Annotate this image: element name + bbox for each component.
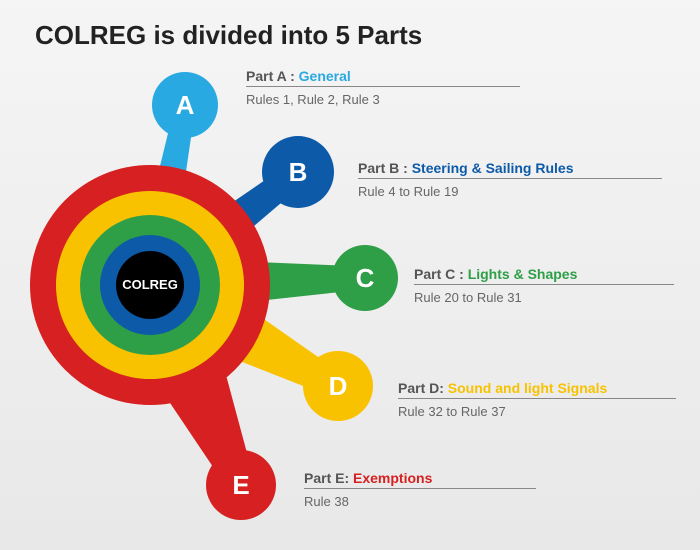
page-title: COLREG is divided into 5 Parts [35,20,422,51]
underline-d [398,398,676,399]
drop-label-e: E [221,470,261,501]
part-prefix-c: Part C : [414,266,468,282]
part-subtitle-c: Rule 20 to Rule 31 [414,290,522,305]
part-subtitle-b: Rule 4 to Rule 19 [358,184,458,199]
underline-b [358,178,662,179]
part-prefix-e: Part E: [304,470,353,486]
part-label-e: Part E: Exemptions [304,470,432,486]
center-label: COLREG [110,277,190,292]
underline-a [246,86,520,87]
part-subtitle-d: Rule 32 to Rule 37 [398,404,506,419]
part-title-d: Sound and light Signals [448,380,607,396]
part-title-b: Steering & Sailing Rules [412,160,574,176]
drop-label-a: A [165,90,205,121]
part-label-b: Part B : Steering & Sailing Rules [358,160,574,176]
part-prefix-a: Part A : [246,68,299,84]
part-title-e: Exemptions [353,470,432,486]
part-title-c: Lights & Shapes [468,266,578,282]
part-label-a: Part A : General [246,68,351,84]
drop-label-d: D [318,371,358,402]
underline-e [304,488,536,489]
drop-label-c: C [345,263,385,294]
part-prefix-b: Part B : [358,160,412,176]
part-prefix-d: Part D: [398,380,448,396]
part-label-d: Part D: Sound and light Signals [398,380,607,396]
underline-c [414,284,674,285]
part-subtitle-e: Rule 38 [304,494,349,509]
part-subtitle-a: Rules 1, Rule 2, Rule 3 [246,92,380,107]
part-label-c: Part C : Lights & Shapes [414,266,577,282]
drop-label-b: B [278,157,318,188]
part-title-a: General [299,68,351,84]
